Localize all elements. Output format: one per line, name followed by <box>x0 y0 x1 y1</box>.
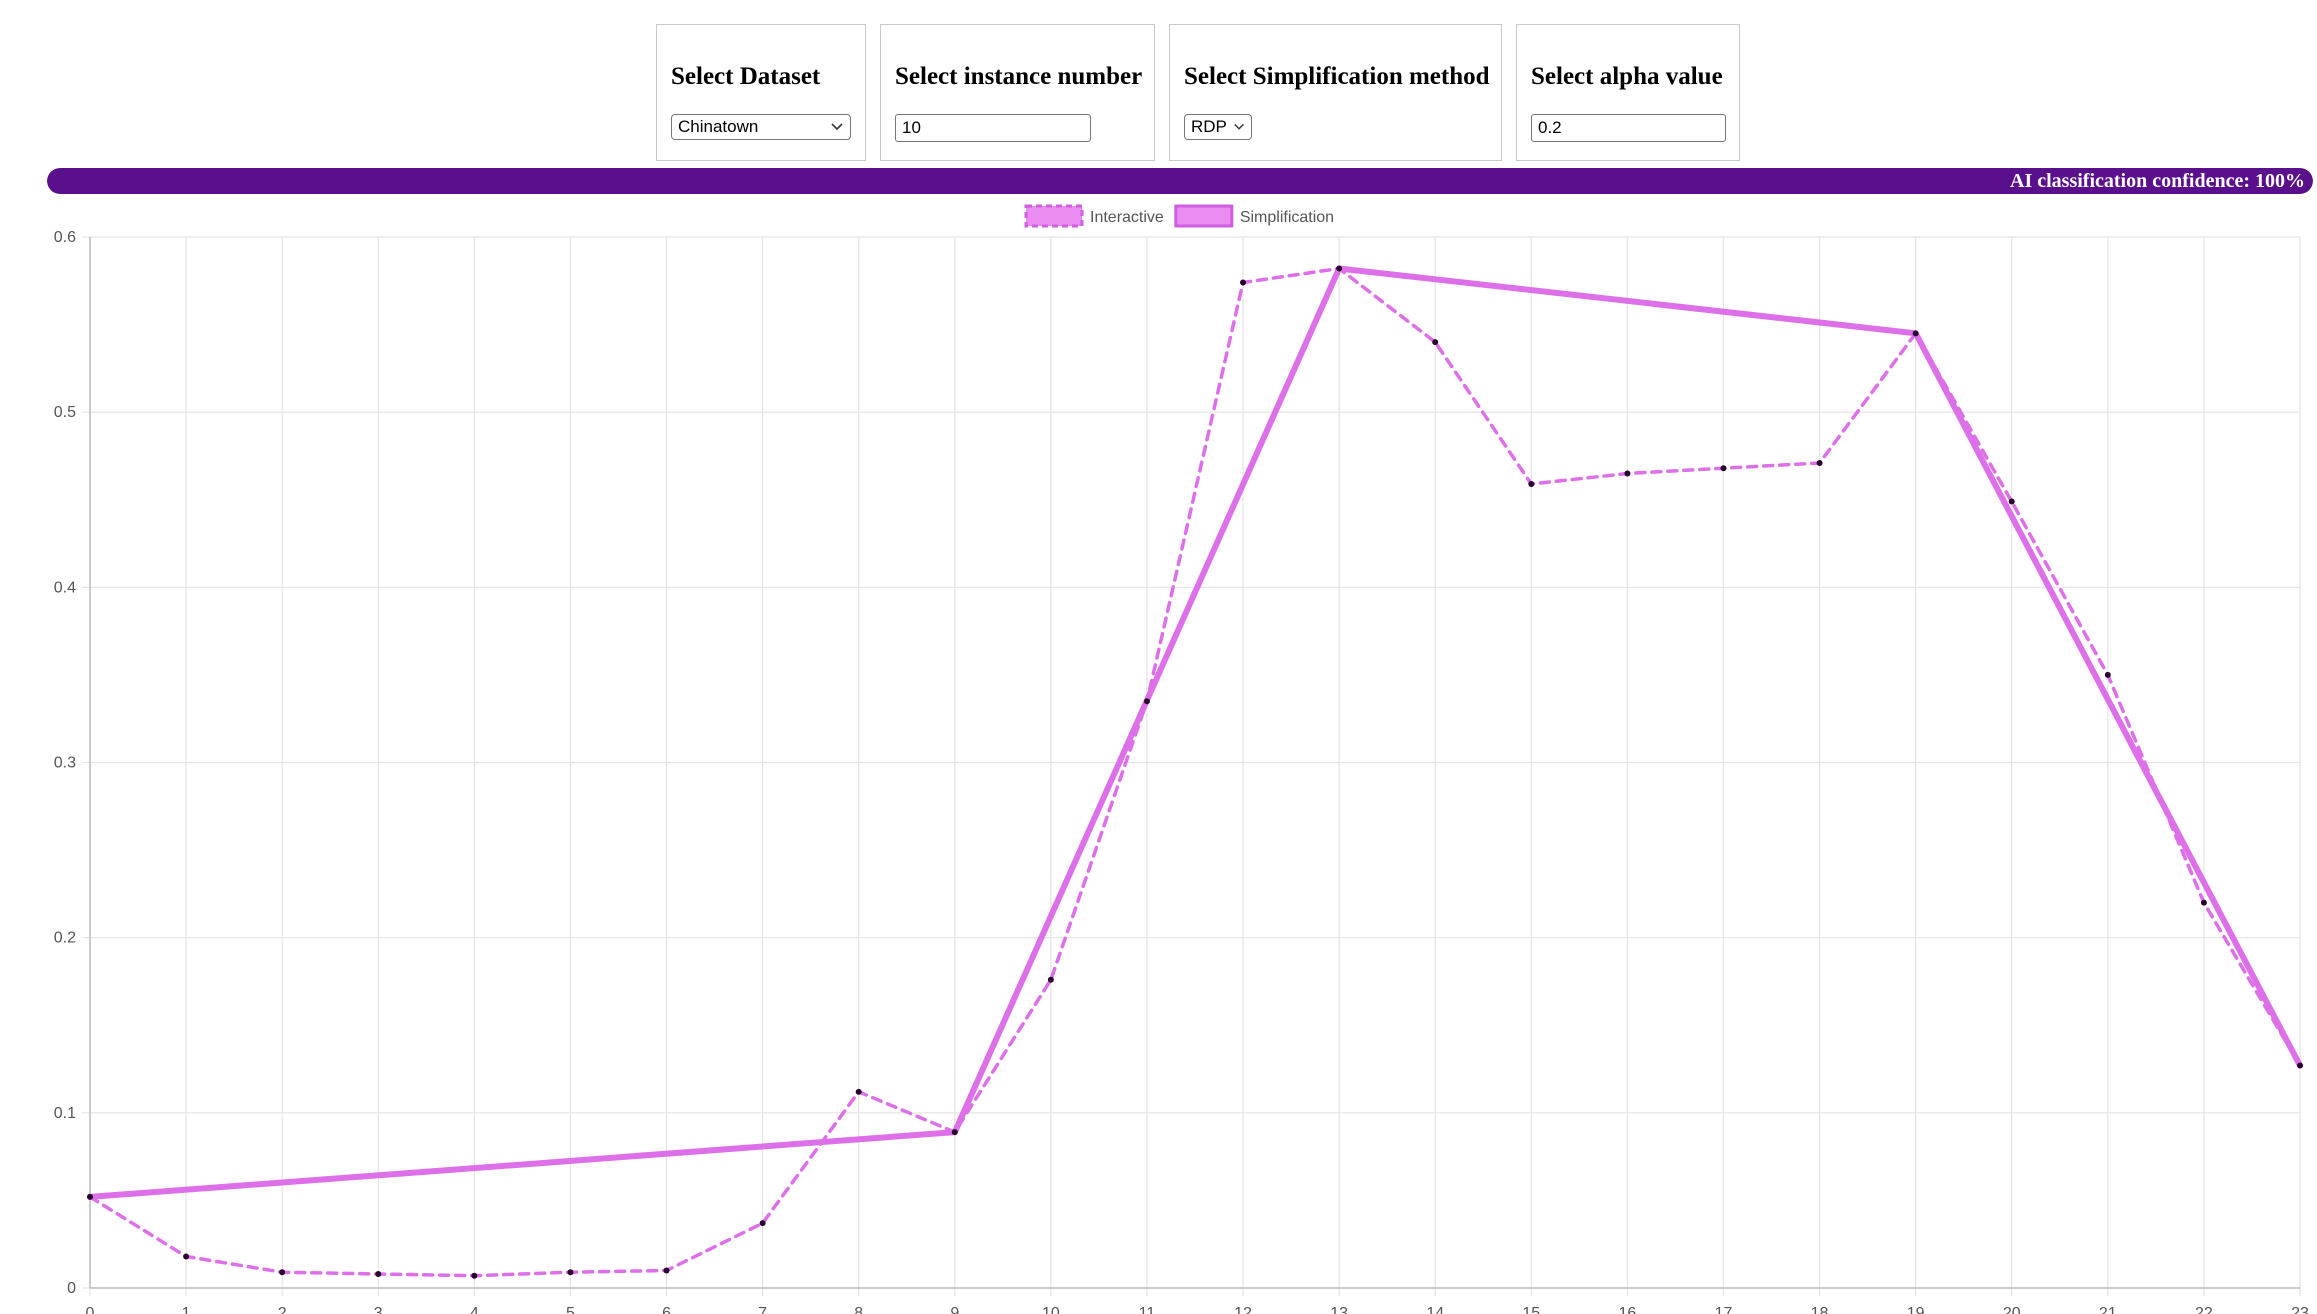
x-tick-label: 10 <box>1042 1305 1060 1314</box>
instance-input[interactable] <box>895 114 1091 142</box>
line-chart: 0 1 2 3 4 5 6 7 8 9 10 11 12 13 14 15 16 17 18 19 20 21 22 2300… <box>54 204 2309 1314</box>
x-tick-label: 17 <box>1715 1305 1733 1314</box>
confidence-text: AI classification confidence: 100% <box>2010 170 2305 192</box>
data-point <box>1816 459 1823 466</box>
data-point <box>183 1253 190 1260</box>
x-tick-label: 20 <box>2003 1305 2021 1314</box>
x-tick-label: 4 <box>470 1305 479 1314</box>
x-tick-label: 5 <box>566 1305 575 1314</box>
alpha-input[interactable] <box>1531 114 1726 142</box>
data-point <box>2008 498 2015 505</box>
data-point <box>1432 339 1439 346</box>
series-line-simplification <box>87 265 2303 1200</box>
data-point <box>1624 470 1631 477</box>
dataset-label: Select Dataset <box>671 63 821 90</box>
alpha-control: Select alpha value <box>1516 24 1740 161</box>
data-point <box>1528 480 1535 487</box>
alpha-label: Select alpha value <box>1531 63 1723 90</box>
data-point <box>1047 976 1054 983</box>
controls-bar: Select Dataset Chinatown Select instance… <box>656 24 1740 161</box>
chart-grid <box>82 236 2301 1296</box>
data-point <box>2297 1062 2303 1069</box>
dataset-select-value: Chinatown <box>678 117 759 136</box>
confidence-bar-fill <box>47 168 2313 194</box>
x-tick-label: 18 <box>1811 1305 1829 1314</box>
method-control: Select Simplification method RDP <box>1169 24 1502 161</box>
x-tick-label: 11 <box>1139 1305 1156 1314</box>
data-point <box>1720 465 1727 472</box>
instance-control: Select instance number <box>880 24 1155 161</box>
data-point <box>375 1270 382 1277</box>
data-point <box>2104 671 2111 678</box>
x-tick-label: 12 <box>1234 1305 1252 1314</box>
dataset-control: Select Dataset Chinatown <box>656 24 866 161</box>
legend-swatch <box>1174 204 1234 228</box>
y-tick-label: 0.4 <box>54 579 76 596</box>
x-tick-label: 21 <box>2099 1305 2117 1314</box>
x-tick-label: 23 <box>2291 1305 2309 1314</box>
x-tick-label: 2 <box>278 1305 287 1314</box>
x-tick-label: 0 <box>86 1305 95 1314</box>
y-tick-label: 0.3 <box>54 755 76 772</box>
legend-item-interactive[interactable]: Interactive <box>1024 204 1164 228</box>
chart-points <box>87 265 2303 1279</box>
legend-item-simplification[interactable]: Simplification <box>1174 204 1334 228</box>
method-select-value: RDP <box>1191 117 1227 136</box>
data-point <box>1336 265 1343 272</box>
data-point <box>1240 279 1247 286</box>
y-tick-label: 0.6 <box>54 229 76 246</box>
x-tick-label: 1 <box>182 1305 191 1314</box>
legend-swatch <box>1024 204 1084 228</box>
x-tick-label: 8 <box>854 1305 863 1314</box>
data-point <box>1143 698 1150 705</box>
series-line-interactive <box>88 266 2302 1278</box>
data-point <box>2200 899 2207 906</box>
data-point <box>663 1267 670 1274</box>
x-tick-label: 7 <box>758 1305 767 1314</box>
chevron-down-icon <box>831 123 843 131</box>
legend-label: Simplification <box>1240 209 1334 226</box>
x-tick-label: 22 <box>2195 1305 2213 1314</box>
chart-lines <box>87 265 2303 1278</box>
data-point <box>279 1269 286 1276</box>
chart-axes <box>89 237 2300 1289</box>
x-tick-label: 15 <box>1522 1305 1540 1314</box>
data-point <box>951 1129 958 1136</box>
instance-label: Select instance number <box>895 63 1143 90</box>
y-tick-label: 0.1 <box>54 1105 76 1122</box>
data-point <box>1912 330 1919 337</box>
y-tick-label: 0.5 <box>54 404 76 421</box>
x-tick-label: 3 <box>374 1305 383 1314</box>
data-point <box>567 1269 574 1276</box>
y-tick-label: 0 <box>67 1280 76 1297</box>
data-point <box>855 1088 862 1095</box>
x-tick-label: 16 <box>1618 1305 1636 1314</box>
x-tick-label: 9 <box>950 1305 959 1314</box>
method-select[interactable]: RDP <box>1184 114 1252 140</box>
dataset-select[interactable]: Chinatown <box>671 114 851 140</box>
x-tick-label: 6 <box>662 1305 671 1314</box>
x-tick-label: 14 <box>1426 1305 1444 1314</box>
chart-ticks: 0 1 2 3 4 5 6 7 8 9 10 11 12 13 14 15 16 17 18 19 20 21 22 2300… <box>54 229 2309 1314</box>
data-point <box>759 1220 766 1227</box>
x-tick-label: 19 <box>1907 1305 1925 1314</box>
chart-legend: Interactive Simplification <box>1024 204 1334 228</box>
method-label: Select Simplification method <box>1184 63 1490 90</box>
confidence-bar: AI classification confidence: 100% <box>47 168 2313 194</box>
x-tick-label: 13 <box>1330 1305 1348 1314</box>
y-tick-label: 0.2 <box>54 930 76 947</box>
chevron-down-icon <box>1234 123 1244 130</box>
data-point <box>87 1193 93 1200</box>
legend-label: Interactive <box>1090 209 1164 226</box>
data-point <box>471 1272 478 1279</box>
